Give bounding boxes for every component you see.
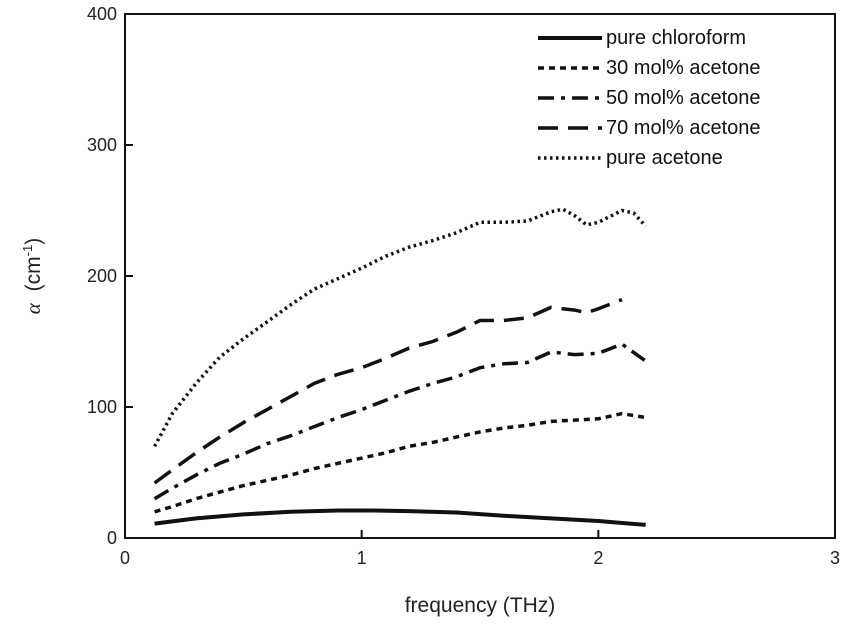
series-line-70-mol-acetone — [153, 297, 623, 485]
legend-label: 30 mol% acetone — [606, 57, 761, 79]
y-axis-unit: (cm — [22, 256, 45, 291]
legend: pure chloroform 30 mol% acetone 50 mol% ac… — [538, 27, 761, 169]
legend-label: pure chloroform — [606, 27, 746, 49]
legend-label: pure acetone — [606, 147, 723, 169]
legend-label: 70 mol% acetone — [606, 117, 761, 139]
y-axis-unit-exponent: -1 — [20, 245, 35, 257]
y-axis-label: α (cm-1) — [20, 238, 45, 314]
series-lines — [153, 207, 647, 527]
x-tick-label: 1 — [357, 548, 367, 568]
legend-label: 50 mol% acetone — [606, 87, 761, 109]
series-line-pure-chloroform — [154, 508, 646, 527]
y-axis-symbol: α — [21, 302, 45, 314]
series-line-30-mol-acetone — [154, 411, 646, 514]
x-tick-label: 0 — [120, 548, 130, 568]
x-tick-label: 2 — [593, 548, 603, 568]
x-tick-label: 3 — [830, 548, 840, 568]
y-tick-label: 300 — [87, 135, 117, 155]
plot-frame — [124, 13, 836, 539]
series-line-pure-acetone — [153, 207, 647, 448]
y-tick-label: 400 — [87, 4, 117, 24]
series-line-50-mol-acetone — [153, 342, 647, 501]
x-axis-label: frequency (THz) — [405, 594, 556, 617]
axis-ticks: 0 1 2 3 0 100 200 300 400 — [87, 4, 840, 568]
y-tick-label: 0 — [107, 528, 117, 548]
y-tick-label: 200 — [87, 266, 117, 286]
y-tick-label: 100 — [87, 397, 117, 417]
y-axis-unit-close: ) — [22, 238, 45, 245]
